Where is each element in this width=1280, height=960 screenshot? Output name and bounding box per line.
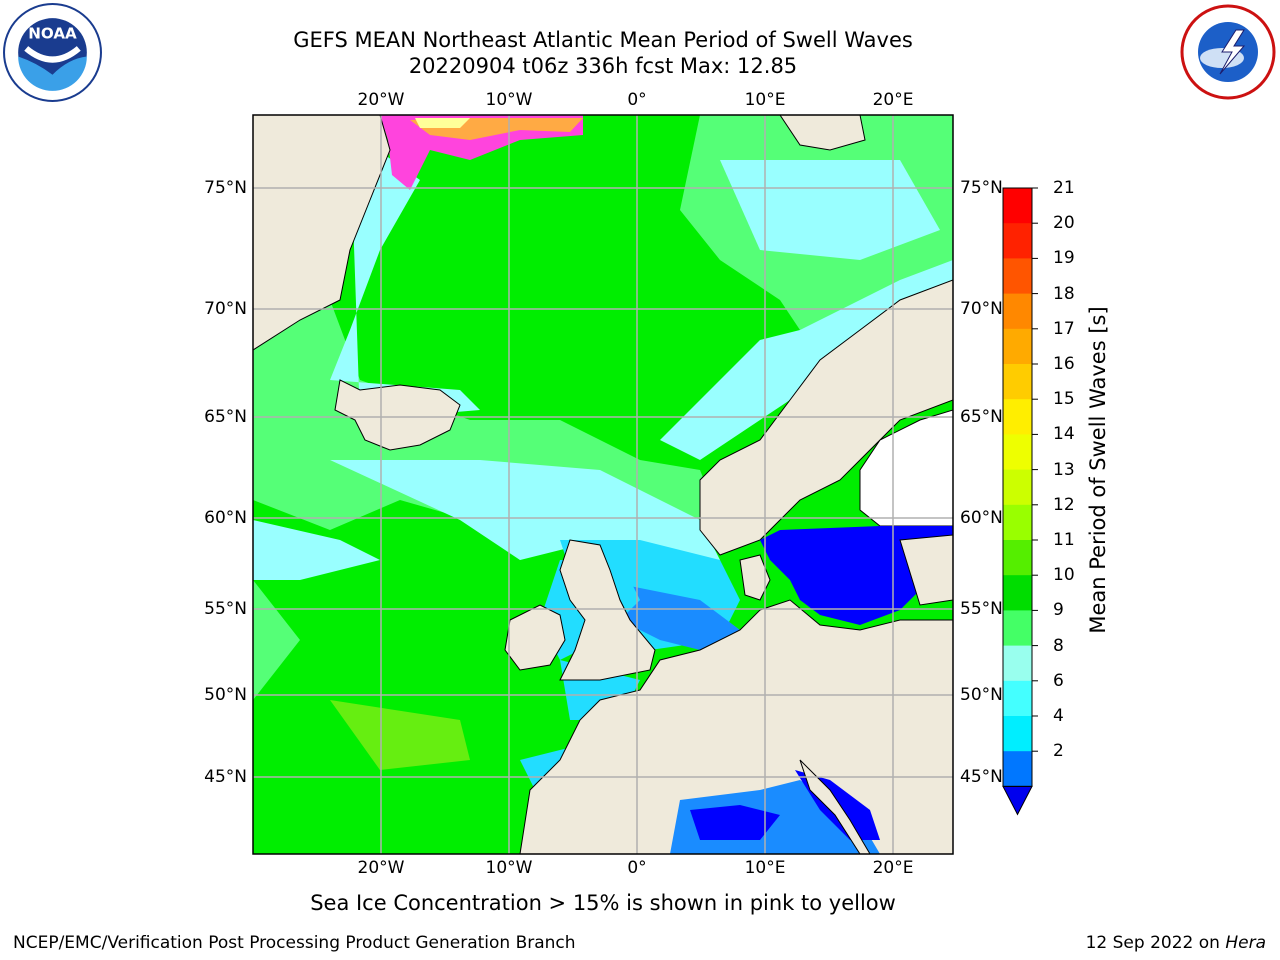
noaa-logo: NOAA	[3, 3, 102, 102]
colorbar-tick-label: 21	[1053, 178, 1075, 198]
colorbar-tick-label: 20	[1053, 213, 1075, 234]
colorbar-label: Mean Period of Swell Waves [s]	[1086, 306, 1110, 634]
colorbar-swatch	[1003, 575, 1032, 611]
colorbar-swatch	[1003, 364, 1032, 400]
colorbar-tick-label: 16	[1053, 354, 1075, 374]
colorbar-extend-arrow	[1002, 785, 1033, 816]
colorbar-tick-label: 9	[1053, 600, 1064, 621]
lon-tick-bottom: 10°W	[485, 858, 533, 878]
lat-tick-left: 65°N	[204, 407, 247, 427]
colorbar-swatch	[1003, 188, 1032, 224]
colorbar-tick-label: 2	[1053, 741, 1064, 762]
lat-tick-right: 55°N	[960, 599, 1003, 619]
colorbar-swatch	[1003, 434, 1032, 471]
lat-tick-left: 75°N	[204, 178, 247, 198]
colorbar-swatch	[1003, 328, 1032, 365]
iceland	[334, 379, 461, 451]
lon-tick-bottom: 10°E	[744, 858, 786, 878]
europe-mainland	[519, 599, 953, 854]
colorbar-swatch	[1003, 258, 1032, 295]
colorbar-tick-label: 14	[1053, 424, 1075, 445]
colorbar-swatch	[1003, 751, 1032, 787]
colorbar-frame	[1002, 187, 1033, 787]
colorbar-tick-label: 17	[1053, 318, 1075, 339]
lat-tick-right: 50°N	[960, 685, 1003, 705]
colorbar-tick-label: 18	[1053, 283, 1075, 304]
colorbar-tick-label: 4	[1053, 706, 1064, 726]
great-britain	[559, 539, 656, 681]
lon-tick-bottom: 20°W	[357, 858, 405, 878]
colorbar-swatch	[1003, 540, 1032, 576]
footer-date: 12 Sep 2022 on Hera	[1086, 933, 1266, 953]
colorbar-tick-label: 11	[1053, 530, 1075, 550]
colorbar-tick-label: 12	[1053, 494, 1075, 515]
lon-tick-bottom: 20°E	[872, 858, 914, 878]
lat-tick-left: 50°N	[204, 685, 247, 705]
colorbar-swatch	[1003, 645, 1032, 682]
footer-date-text: 12 Sep 2022 on	[1085, 933, 1226, 953]
colorbar-tick-label: 10	[1053, 565, 1075, 586]
lat-tick-right: 45°N	[960, 767, 1003, 787]
lat-tick-right: 60°N	[960, 508, 1003, 528]
footer-machine: Hera	[1225, 933, 1266, 953]
colorbar-tick-label: 15	[1053, 389, 1075, 410]
colorbar-swatch	[1003, 469, 1032, 506]
lon-tick-top: 0°	[627, 90, 647, 110]
lat-tick-left: 60°N	[204, 508, 247, 528]
lat-tick-right: 70°N	[960, 299, 1003, 319]
svg-text:NOAA: NOAA	[28, 24, 77, 42]
ireland	[504, 604, 566, 671]
lon-tick-top: 10°W	[485, 90, 533, 110]
colorbar-swatch	[1003, 610, 1032, 647]
colorbar-swatch	[1003, 399, 1032, 435]
colorbar-swatch	[1003, 504, 1032, 541]
colorbar-swatch	[1003, 680, 1032, 717]
footer-credit: NCEP/EMC/Verification Post Processing Pr…	[13, 933, 576, 953]
lat-tick-right: 75°N	[960, 178, 1003, 198]
colorbar-tick-label: 6	[1053, 670, 1064, 691]
colorbar-tick-label: 13	[1053, 459, 1075, 480]
lon-tick-top: 10°E	[744, 90, 786, 110]
colorbar-swatch	[1003, 716, 1032, 752]
chart-title: GEFS MEAN Northeast Atlantic Mean Period…	[293, 28, 913, 52]
lat-tick-left: 45°N	[204, 767, 247, 787]
lat-tick-left: 55°N	[204, 599, 247, 619]
lon-tick-bottom: 0°	[627, 858, 647, 878]
colorbar-swatch	[1003, 293, 1032, 330]
graticule	[253, 115, 953, 854]
lon-tick-top: 20°E	[872, 90, 914, 110]
colorbar-swatch	[1003, 223, 1032, 259]
lat-tick-right: 65°N	[960, 407, 1003, 427]
lat-tick-left: 70°N	[204, 299, 247, 319]
nws-logo	[1180, 4, 1276, 100]
sea-ice-note: Sea Ice Concentration > 15% is shown in …	[310, 891, 896, 915]
chart-subtitle: 20220904 t06z 336h fcst Max: 12.85	[408, 54, 798, 78]
map-frame	[252, 114, 954, 855]
colorbar-tick-label: 8	[1053, 635, 1064, 656]
greenland	[253, 115, 391, 351]
colorbar-tick-label: 19	[1053, 248, 1075, 269]
lon-tick-top: 20°W	[357, 90, 405, 110]
